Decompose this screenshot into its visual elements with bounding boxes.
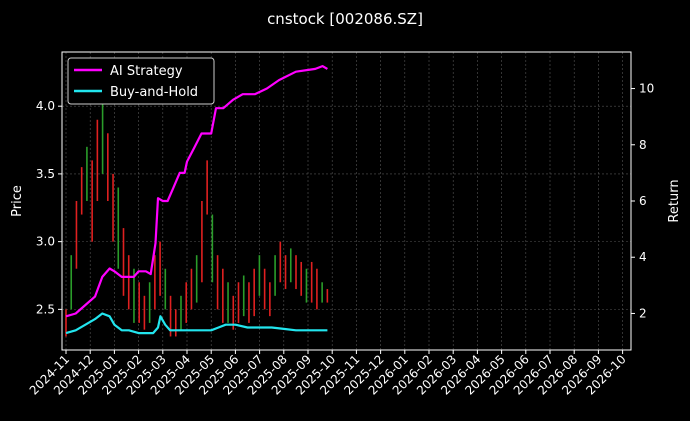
legend: AI Strategy Buy-and-Hold (67, 57, 215, 105)
y2-tick-label: 8 (639, 138, 647, 152)
return-lines (65, 65, 328, 335)
price-axis: 2.5 3.0 3.5 4.0 (36, 99, 62, 316)
return-axis: 2 4 6 8 10 (631, 82, 654, 320)
legend-hold-label: Buy-and-Hold (110, 85, 198, 100)
y2-axis-label: Return (667, 179, 682, 222)
y2-tick-label: 2 (639, 306, 647, 320)
legend-strategy-label: AI Strategy (110, 64, 183, 79)
series-line-buy-and-hold (65, 312, 328, 335)
y2-tick-label: 4 (639, 250, 647, 264)
chart-title: cnstock [002086.SZ] (267, 10, 423, 28)
legend-box (67, 57, 215, 105)
y-tick-label: 2.5 (36, 302, 55, 316)
y-axis-label: Price (10, 185, 25, 217)
y-tick-label: 3.0 (36, 235, 55, 249)
y-tick-label: 3.5 (36, 167, 55, 181)
y-tick-label: 4.0 (36, 99, 55, 113)
y2-tick-label: 6 (639, 194, 647, 208)
series-line-ai-strategy (65, 65, 328, 318)
y2-tick-label: 10 (639, 82, 654, 96)
